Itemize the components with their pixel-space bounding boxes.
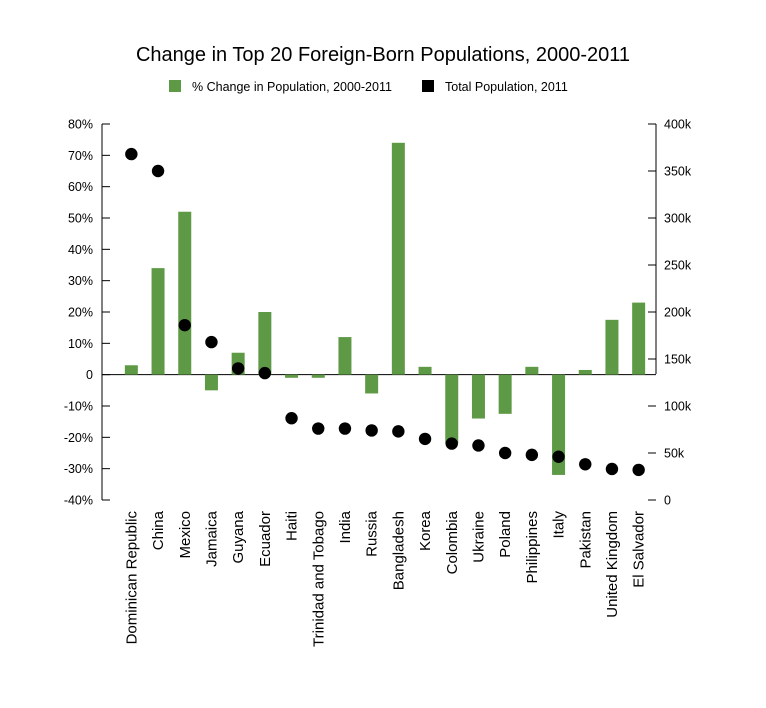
bar-percent-change	[338, 337, 352, 375]
bar-percent-change	[124, 365, 138, 375]
point-total-population	[285, 412, 298, 425]
y-left-tick-label: 70%	[68, 149, 93, 163]
bar-percent-change	[204, 374, 218, 391]
point-total-population	[365, 424, 378, 437]
legend: % Change in Population, 2000-2011 Total …	[169, 80, 568, 94]
point-total-population	[418, 432, 432, 446]
y-left-tick-label: -10%	[64, 400, 93, 414]
plot-area: 80% 70% 60% 50% 40% 30% 20% 10% 0 -10% -20% -30% -40…	[64, 118, 692, 647]
bar-percent-change	[471, 374, 485, 419]
y-left-tick-label: 30%	[68, 274, 93, 288]
y-right-tick-label: 300k	[664, 212, 692, 226]
bar-percent-change	[178, 211, 192, 375]
point-total-population	[552, 450, 565, 463]
point-total-population	[579, 458, 592, 471]
legend-label-total-population: Total Population, 2011	[445, 80, 568, 94]
point-total-population	[605, 462, 619, 476]
category-label: United Kingdom	[604, 511, 621, 618]
point-total-population	[525, 448, 539, 462]
y-right-tick-label: 400k	[664, 118, 692, 132]
y-left-tick-label: -40%	[64, 494, 93, 508]
bar-percent-change	[525, 366, 539, 375]
bar-percent-change	[365, 374, 379, 394]
bar-percent-change	[632, 302, 646, 375]
y-right-tick-label: 350k	[664, 165, 692, 179]
y-left-tick-label: 0	[86, 368, 93, 382]
y-right-tick-label: 250k	[664, 259, 692, 273]
y-right-tick-label: 100k	[664, 400, 692, 414]
y-left-tick-label: 50%	[68, 212, 93, 226]
point-total-population	[258, 366, 272, 380]
category-label: Jamaica	[203, 510, 220, 567]
bar-percent-change	[391, 142, 405, 375]
y-right-tick-label: 200k	[664, 306, 692, 320]
category-label: India	[337, 510, 354, 543]
y-left-tick-label: 80%	[68, 118, 93, 132]
y-left-tick-label: -30%	[64, 462, 93, 476]
category-label: China	[150, 510, 167, 550]
category-label: Dominican Republic	[123, 511, 140, 645]
legend-label-percent-change: % Change in Population, 2000-2011	[192, 80, 392, 94]
bar-percent-change	[445, 374, 459, 444]
category-label: Pakistan	[577, 511, 594, 569]
point-total-population	[312, 422, 325, 435]
bar-percent-change	[311, 374, 325, 378]
bar-percent-change	[285, 374, 299, 378]
category-label: Korea	[417, 510, 434, 551]
point-total-population	[125, 147, 138, 161]
category-label: Haiti	[284, 511, 301, 541]
category-label: Ukraine	[470, 511, 487, 563]
point-total-population	[472, 439, 485, 452]
y-left-tick-label: 10%	[68, 337, 93, 351]
y-left-tick-label: 40%	[68, 243, 93, 257]
chart-title: Change in Top 20 Foreign-Born Population…	[136, 44, 630, 66]
category-label: El Salvador	[631, 511, 648, 588]
y-right-tick-label: 0	[664, 494, 671, 508]
category-label: Guyana	[230, 510, 247, 563]
legend-swatch-total-population	[422, 80, 434, 92]
bar-percent-change	[552, 374, 566, 475]
point-total-population	[632, 463, 645, 477]
y-left-tick-label: 60%	[68, 180, 93, 194]
point-total-population	[498, 446, 512, 460]
bar-percent-change	[151, 268, 165, 375]
point-total-population	[392, 425, 405, 438]
bar-percent-change	[258, 312, 272, 375]
point-total-population	[205, 335, 218, 349]
category-label: Ecuador	[257, 511, 274, 567]
category-label: Trinidad and Tobago	[310, 511, 327, 647]
y-left-tick-label: -20%	[64, 431, 93, 445]
point-total-population	[151, 164, 165, 178]
y-right-tick-label: 150k	[664, 353, 692, 367]
bar-percent-change	[578, 369, 592, 375]
category-label: Russia	[364, 510, 381, 557]
legend-swatch-percent-change	[169, 80, 181, 92]
point-total-population	[231, 362, 245, 375]
point-total-population	[445, 437, 458, 450]
category-label: Bangladesh	[390, 511, 407, 590]
y-right-tick-label: 50k	[664, 447, 685, 461]
category-label: Colombia	[444, 510, 461, 574]
y-left-tick-label: 20%	[68, 306, 93, 320]
category-label: Poland	[497, 511, 514, 558]
category-label: Mexico	[177, 511, 194, 559]
category-label: Philippines	[524, 511, 541, 584]
point-total-population	[338, 422, 352, 435]
bar-percent-change	[498, 374, 512, 414]
point-total-population	[178, 318, 191, 332]
bar-percent-change	[418, 366, 432, 375]
category-label: Italy	[551, 511, 568, 539]
bar-percent-change	[605, 319, 619, 375]
